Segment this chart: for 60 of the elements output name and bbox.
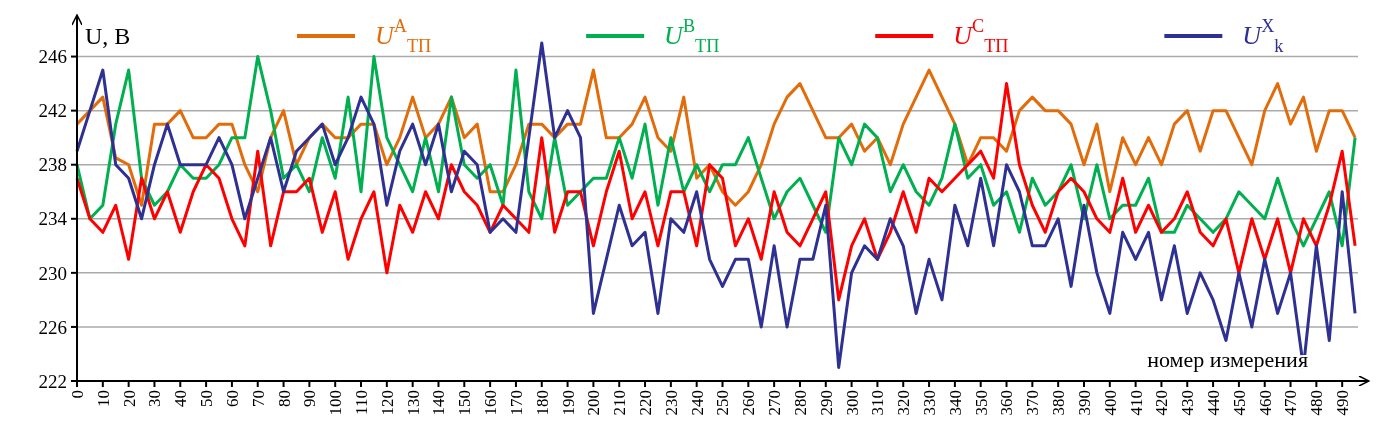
- x-tick-label: 470: [1281, 390, 1301, 416]
- x-tick-label: 140: [429, 390, 449, 416]
- x-tick-label: 150: [455, 390, 475, 416]
- x-tick-label: 170: [506, 390, 526, 416]
- x-tick-label: 480: [1307, 390, 1327, 416]
- x-tick-label: 160: [481, 390, 501, 416]
- x-tick-label: 450: [1229, 390, 1249, 416]
- x-tick-label: 380: [1049, 390, 1069, 416]
- y-tick-label: 230: [38, 262, 67, 284]
- x-tick-label: 190: [558, 390, 578, 416]
- x-tick-label: 310: [868, 390, 888, 416]
- x-tick-label: 260: [739, 390, 759, 416]
- line-series: [75, 82, 1357, 302]
- x-tick-label: 110: [351, 390, 371, 415]
- x-tick-label: 200: [584, 390, 604, 416]
- x-tick-label: 410: [1126, 390, 1146, 416]
- x-tick-label: 350: [971, 390, 991, 416]
- x-tick-label: 270: [765, 390, 785, 416]
- y-tick-label: 234: [38, 208, 68, 230]
- x-tick-label: 60: [222, 390, 242, 407]
- x-tick-label: 210: [610, 390, 630, 416]
- x-tick-label: 250: [713, 390, 733, 416]
- x-tick-label: 280: [790, 390, 810, 416]
- y-tick-label: 242: [38, 100, 67, 122]
- y-tick-label: 238: [38, 154, 67, 176]
- x-tick-label: 220: [635, 390, 655, 416]
- x-tick-label: 180: [532, 390, 552, 416]
- x-tick-label: 300: [842, 390, 862, 416]
- x-tick-label: 440: [1204, 390, 1224, 416]
- x-tick-label: 20: [119, 390, 139, 407]
- x-tick-label: 240: [687, 390, 707, 416]
- x-tick-label: 420: [1152, 390, 1172, 416]
- x-tick-label: 390: [1074, 390, 1094, 416]
- x-tick-label: 0: [67, 390, 87, 399]
- x-tick-label: 10: [93, 390, 113, 407]
- x-tick-label: 320: [894, 390, 914, 416]
- x-tick-label: 130: [403, 390, 423, 416]
- x-tick-label: 30: [145, 390, 165, 407]
- x-tick-label: 90: [300, 390, 320, 407]
- x-tick-label: 430: [1178, 390, 1198, 416]
- x-tick-label: 370: [1023, 390, 1043, 416]
- y-axis-title: U, В: [85, 23, 131, 49]
- x-tick-label: 340: [945, 390, 965, 416]
- x-tick-label: 400: [1100, 390, 1120, 416]
- x-tick-label: 40: [171, 390, 191, 407]
- x-tick-label: 80: [274, 390, 294, 407]
- x-tick-label: 360: [997, 390, 1017, 416]
- x-tick-label: 490: [1333, 390, 1353, 416]
- y-tick-label: 226: [38, 316, 67, 338]
- y-tick-label: 246: [38, 46, 67, 68]
- line-series: [75, 55, 1357, 248]
- x-tick-label: 290: [816, 390, 836, 416]
- y-tick-label: 222: [38, 370, 67, 392]
- x-tick-label: 100: [326, 390, 346, 416]
- x-tick-label: 330: [920, 390, 940, 416]
- x-tick-label: 230: [661, 390, 681, 416]
- x-tick-label: 50: [197, 390, 217, 407]
- x-tick-label: 70: [248, 390, 268, 407]
- x-tick-label: 460: [1255, 390, 1275, 416]
- x-tick-label: 120: [377, 390, 397, 416]
